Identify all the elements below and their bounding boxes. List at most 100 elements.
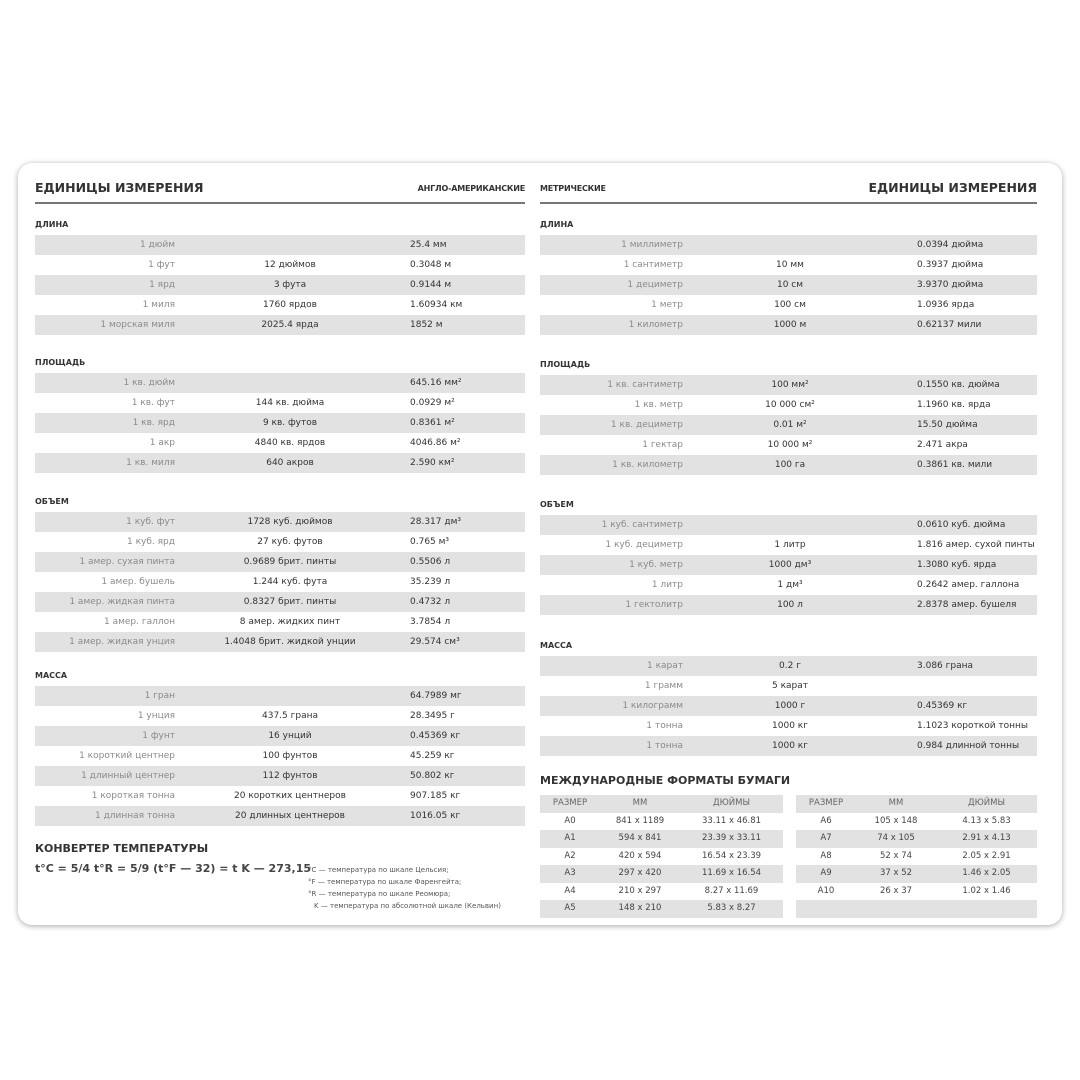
inches-cell: ДЮЙМЫ (967, 798, 1005, 808)
unit-name: 1 килограмм (622, 701, 683, 711)
unit-name: 1 метр (651, 300, 683, 310)
metric-value: 0.3048 м (410, 260, 452, 270)
metric-value: 1.3080 куб. ярда (917, 560, 997, 570)
table-row: 1 ярд 3 фута 0.9144 м (35, 275, 525, 295)
unit-name: 1 амер. сухая пинта (79, 557, 175, 567)
note: K — температура по абсолютной шкале (Кел… (314, 902, 501, 910)
section-title: ПЛОЩАДЬ (35, 358, 86, 367)
table-row: 1 тонна 1000 кг 0.984 длинной тонны (540, 736, 1037, 756)
mm-cell: 37 x 52 (879, 868, 913, 878)
metric-value: 0.0929 м² (410, 398, 455, 408)
equivalent: 1 дм³ (777, 580, 803, 590)
table-row: 1 кв. метр 10 000 см² 1.1960 кв. ярда (540, 395, 1037, 415)
unit-name: 1 амер. жидкая унция (69, 637, 175, 647)
unit-name: 1 карат (646, 661, 683, 671)
metric-value: 1.0936 ярда (917, 300, 975, 310)
table-row: 1 сантиметр 10 мм 0.3937 дюйма (540, 255, 1037, 275)
table-row: 1 длинная тонна 20 длинных центнеров 1016.… (35, 806, 525, 826)
conversion-table: 1 куб. сантиметр 0.0610 куб. дюйма 1 куб. … (540, 515, 1037, 615)
size-cell: A9 (820, 868, 832, 878)
equivalent: 100 л (777, 600, 803, 610)
table-row: 1 морская миля 2025.4 ярда 1852 м (35, 315, 525, 335)
metric-value: 28.317 дм³ (410, 517, 461, 527)
equivalent: 144 кв. дюйма (255, 398, 325, 408)
metric-value: 0.1550 кв. дюйма (917, 380, 1000, 390)
unit-name: 1 миллиметр (621, 240, 683, 250)
paper-formats-title: МЕЖДУНАРОДНЫЕ ФОРМАТЫ БУМАГИ (540, 774, 791, 787)
table-row: 1 длинный центнер 112 фунтов 50.802 кг (35, 766, 525, 786)
metric-value: 1.1960 кв. ярда (917, 400, 991, 410)
metric-value: 0.5506 л (410, 557, 451, 567)
inches-cell: 1.46 x 2.05 (962, 868, 1011, 878)
unit-name: 1 кв. фут (131, 398, 175, 408)
table-row: A9 37 x 52 1.46 x 2.05 (796, 865, 1037, 883)
table-row: 1 унция 437.5 грана 28.3495 г (35, 706, 525, 726)
mm-cell: 297 x 420 (618, 868, 662, 878)
table-row: 1 кв. миля 640 акров 2.590 км² (35, 453, 525, 473)
equivalent: 100 га (774, 460, 806, 470)
metric-value: 35.239 л (410, 577, 451, 587)
unit-name: 1 фунт (142, 731, 175, 741)
section-title: МАССА (540, 641, 573, 650)
metric-value: 0.3937 дюйма (917, 260, 984, 270)
equivalent: 1.4048 брит. жидкой унции (224, 637, 356, 647)
table-row (796, 900, 1037, 918)
section-title: ДЛИНА (540, 220, 574, 229)
table-row: 1 куб. сантиметр 0.0610 куб. дюйма (540, 515, 1037, 535)
left-subtitle: АНГЛО-АМЕРИКАНСКИЕ (417, 184, 526, 193)
table-row: 1 гектар 10 000 м² 2.471 акра (540, 435, 1037, 455)
mm-cell: 26 x 37 (879, 885, 913, 896)
metric-value: 0.0610 куб. дюйма (917, 520, 1006, 530)
equivalent: 1000 кг (772, 721, 808, 731)
unit-name: 1 дюйм (139, 240, 175, 250)
right-title: ЕДИНИЦЫ ИЗМЕРЕНИЯ (868, 180, 1037, 195)
inches-cell: 2.05 x 2.91 (962, 850, 1011, 861)
table-row: 1 карат 0.2 г 3.086 грана (540, 656, 1037, 676)
equivalent: 10 000 м² (767, 440, 813, 450)
conversion-table: 1 куб. фут 1728 куб. дюймов 28.317 дм³ 1 ку… (35, 512, 525, 652)
table-row: 1 фунт 16 унций 0.45369 кг (35, 726, 525, 746)
equivalent: 1728 куб. дюймов (247, 517, 333, 527)
metric-value: 2.590 км² (410, 458, 455, 468)
mm-cell: 420 x 594 (618, 850, 662, 861)
table-row: A1 594 x 841 23.39 x 33.11 (540, 830, 783, 848)
table-row: A6 105 x 148 4.13 x 5.83 (796, 813, 1037, 831)
metric-value: 2.8378 амер. бушеля (917, 600, 1017, 610)
mm-cell: 148 x 210 (618, 903, 662, 913)
converter-notes: °C — температура по шкале Цельсия; °F — … (308, 864, 501, 912)
equivalent: 4840 кв. ярдов (254, 438, 326, 448)
size-cell: A10 (817, 885, 835, 896)
equivalent: 16 унций (268, 731, 312, 741)
table-row: 1 амер. сухая пинта 0.9689 брит. пинты 0.5… (35, 552, 525, 572)
equivalent: 100 фунтов (262, 751, 318, 761)
unit-name: 1 короткий центнер (79, 751, 175, 761)
equivalent: 12 дюймов (264, 260, 316, 270)
unit-name: 1 амер. бушель (101, 577, 175, 587)
unit-name: 1 куб. ярд (127, 537, 175, 547)
table-header-row: РАЗМЕР ММ ДЮЙМЫ (540, 795, 783, 813)
right-header: МЕТРИЧЕСКИЕ ЕДИНИЦЫ ИЗМЕРЕНИЯ (540, 178, 1037, 204)
equivalent: 112 фунтов (262, 771, 318, 781)
equivalent: 100 см (774, 300, 806, 310)
unit-name: 1 куб. метр (629, 560, 683, 570)
table-row: 1 короткая тонна 20 коротких центнеров 907… (35, 786, 525, 806)
table-row: 1 амер. жидкая унция 1.4048 брит. жидкой … (35, 632, 525, 652)
metric-value: 1016.05 кг (410, 811, 461, 821)
conversion-table: 1 гран 64.7989 мг 1 унция 437.5 грана 28.349… (35, 686, 525, 826)
metric-value: 907.185 кг (410, 791, 461, 801)
metric-value: 1.1023 короткой тонны (917, 721, 1029, 731)
equivalent: 0.01 м² (773, 420, 807, 430)
metric-value: 0.984 длинной тонны (917, 741, 1020, 751)
metric-value: 0.3861 кв. мили (917, 460, 993, 470)
unit-name: 1 амер. галлон (103, 617, 175, 627)
size-cell: РАЗМЕР (808, 798, 844, 808)
converter-title: КОНВЕРТЕР ТЕМПЕРАТУРЫ (35, 842, 209, 855)
metric-value: 64.7989 мг (410, 691, 462, 701)
table-row: 1 километр 1000 м 0.62137 мили (540, 315, 1037, 335)
inches-cell: 16.54 x 23.39 (701, 850, 762, 861)
metric-value: 3.086 грана (917, 661, 973, 671)
converter-formula: t°C = 5/4 t°R = 5/9 (t°F — 32) = t K — 2… (35, 862, 312, 875)
note: °R — температура по шкале Реомюра; (308, 890, 451, 898)
table-row: 1 куб. фут 1728 куб. дюймов 28.317 дм³ (35, 512, 525, 532)
paper-formats-table: РАЗМЕР ММ ДЮЙМЫ A6 105 x 148 4.13 x 5.83 A7 74 … (796, 795, 1037, 918)
